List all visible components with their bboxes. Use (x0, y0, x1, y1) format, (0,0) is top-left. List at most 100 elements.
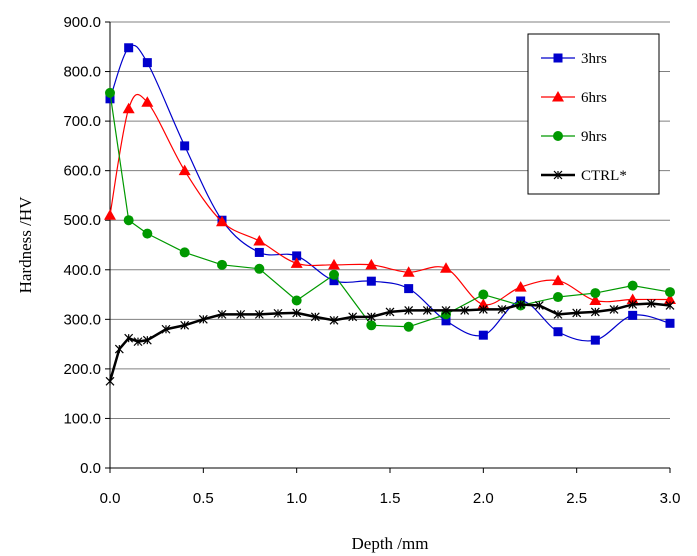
y-tick-label: 800.0 (63, 64, 101, 81)
data-point-ctrl (105, 376, 115, 386)
x-axis-ticks: 0.0 0.5 1.0 1.5 2.0 2.5 3.0 (100, 468, 681, 507)
series-ctrl (105, 299, 675, 386)
y-tick-label: 0.0 (80, 460, 101, 477)
y-tick-label: 400.0 (63, 262, 101, 279)
data-point-ctrl (609, 304, 619, 314)
series-group (104, 43, 676, 386)
x-tick-label: 1.5 (380, 490, 401, 507)
data-point-9hrs (142, 228, 153, 239)
data-point-6hrs (141, 96, 154, 107)
data-point-6hrs (365, 258, 378, 270)
data-point-3hrs (553, 327, 563, 337)
data-point-9hrs (123, 215, 134, 226)
data-point-ctrl (628, 300, 638, 309)
data-point-ctrl (310, 312, 320, 322)
data-point-3hrs (105, 94, 115, 104)
data-point-3hrs (665, 318, 675, 328)
x-tick-label: 3.0 (660, 490, 681, 507)
data-point-3hrs (366, 276, 376, 286)
legend-marker-9hrs (553, 131, 563, 141)
series-9hrs (105, 87, 675, 332)
data-point-9hrs (291, 295, 302, 306)
x-tick-label: 2.5 (566, 490, 587, 507)
data-point-6hrs (253, 235, 266, 246)
y-tick-label: 500.0 (63, 212, 101, 229)
data-point-9hrs (366, 320, 377, 331)
series-line-3hrs (109, 44, 671, 342)
data-point-9hrs (217, 259, 227, 270)
y-tick-label: 600.0 (63, 163, 101, 180)
data-point-ctrl (516, 300, 526, 309)
data-point-ctrl (572, 308, 582, 318)
data-point-6hrs (514, 281, 527, 292)
y-tick-label: 700.0 (63, 113, 101, 130)
legend-marker-ctrl (553, 170, 563, 180)
legend-label-ctrl: CTRL* (581, 168, 627, 184)
data-point-ctrl (404, 305, 414, 315)
data-point-9hrs (254, 263, 265, 274)
x-tick-label: 0.0 (100, 490, 121, 507)
data-point-3hrs (628, 310, 638, 320)
x-tick-label: 2.0 (473, 490, 494, 507)
data-point-6hrs (402, 266, 415, 277)
data-point-ctrl (441, 305, 451, 315)
data-point-9hrs (403, 321, 414, 332)
data-point-3hrs (590, 335, 600, 345)
data-point-6hrs (178, 164, 191, 176)
data-point-3hrs (441, 316, 451, 326)
data-point-ctrl (534, 301, 544, 310)
data-point-6hrs (216, 215, 228, 227)
data-point-ctrl (180, 320, 190, 330)
data-point-ctrl (422, 305, 432, 315)
data-point-3hrs (329, 276, 339, 286)
data-point-ctrl (553, 309, 563, 319)
data-point-3hrs (180, 141, 190, 151)
data-point-ctrl (329, 315, 339, 325)
y-axis-label: Hardness /HV (16, 196, 35, 294)
data-point-ctrl (254, 309, 264, 319)
data-point-6hrs (104, 209, 116, 220)
data-point-3hrs (142, 58, 152, 68)
legend-label-6hrs: 6hrs (581, 90, 607, 106)
legend: 3hrs 6hrs 9hrs CTRL* (527, 33, 660, 195)
legend-item-3hrs: 3hrs (541, 51, 607, 67)
data-point-9hrs (105, 87, 115, 98)
y-axis-ticks: 0.0 100.0 200.0 300.0 400.0 500.0 600.0 700.0 80… (63, 14, 110, 477)
data-point-3hrs (124, 43, 134, 53)
data-point-9hrs (627, 280, 638, 291)
data-point-3hrs (254, 247, 264, 257)
data-point-ctrl (478, 304, 488, 314)
data-point-6hrs (552, 274, 564, 286)
data-point-6hrs (664, 293, 676, 305)
y-tick-label: 100.0 (63, 410, 101, 427)
data-point-ctrl (292, 308, 302, 318)
data-point-ctrl (348, 312, 358, 322)
data-point-9hrs (590, 288, 601, 299)
data-point-ctrl (385, 307, 395, 317)
data-point-ctrl (590, 307, 600, 317)
data-point-9hrs (179, 247, 190, 258)
legend-item-ctrl: CTRL* (541, 168, 627, 184)
data-point-ctrl (366, 312, 376, 322)
data-point-3hrs (404, 284, 414, 294)
legend-item-9hrs: 9hrs (541, 129, 607, 145)
data-point-6hrs (328, 258, 340, 270)
series-line-6hrs (109, 93, 671, 306)
data-point-ctrl (133, 337, 143, 347)
data-point-6hrs (589, 294, 602, 306)
data-point-9hrs (665, 287, 675, 298)
legend-marker-3hrs (553, 53, 563, 63)
data-point-ctrl (142, 335, 152, 345)
y-tick-label: 200.0 (63, 361, 101, 378)
y-tick-label: 300.0 (63, 311, 101, 328)
data-point-ctrl (236, 309, 246, 319)
data-point-ctrl (646, 299, 656, 308)
x-axis-label: Depth /mm (352, 534, 429, 553)
data-point-ctrl (124, 333, 134, 343)
data-point-9hrs (329, 269, 339, 280)
data-point-ctrl (460, 305, 470, 315)
legend-label-3hrs: 3hrs (581, 51, 607, 67)
data-point-9hrs (553, 292, 563, 303)
data-point-ctrl (198, 314, 208, 324)
